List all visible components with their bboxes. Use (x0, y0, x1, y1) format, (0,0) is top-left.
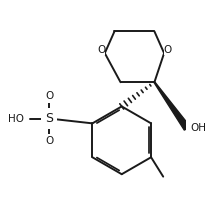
Text: O: O (164, 45, 172, 54)
Text: HO: HO (8, 114, 24, 124)
Text: O: O (45, 91, 53, 101)
Text: O: O (97, 45, 105, 54)
Text: O: O (45, 136, 53, 146)
Text: OH: OH (191, 123, 207, 133)
Polygon shape (154, 82, 190, 130)
Text: S: S (45, 112, 53, 125)
